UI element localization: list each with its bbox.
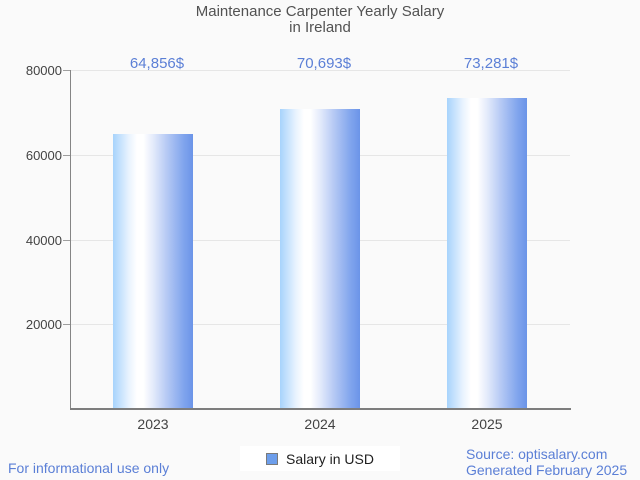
footer-source-block: Source: optisalary.com Generated Februar… — [466, 446, 627, 478]
x-axis-label: 2024 — [304, 416, 336, 432]
legend: Salary in USD — [240, 446, 400, 471]
y-axis-tick — [63, 324, 70, 325]
x-axis-label: 2023 — [137, 416, 169, 432]
legend-marker-icon — [266, 452, 279, 465]
bar-value-label: 73,281$ — [463, 55, 519, 72]
y-axis-label: 80000 — [25, 63, 62, 78]
generated-text: Generated February 2025 — [466, 462, 628, 478]
legend-label: Salary in USD — [286, 450, 374, 467]
source-text: Source: optisalary.com — [466, 446, 608, 462]
chart-title: Maintenance Carpenter Yearly Salary in I… — [0, 4, 640, 36]
y-axis-tick — [63, 155, 70, 156]
x-axis-line — [70, 408, 571, 410]
y-axis-tick — [63, 240, 70, 241]
x-axis-label: 2025 — [471, 416, 503, 432]
bar-2023 — [113, 134, 193, 409]
y-axis-label: 20000 — [25, 317, 62, 332]
disclaimer-text: For informational use only — [8, 460, 170, 476]
chart-title-line1: Maintenance Carpenter Yearly Salary — [195, 3, 445, 20]
gridline — [70, 70, 570, 71]
y-axis-label: 40000 — [25, 233, 62, 248]
y-axis-tick — [63, 70, 70, 71]
chart-title-line2: in Ireland — [289, 19, 351, 36]
bar-value-label: 70,693$ — [296, 55, 352, 72]
bar-2025 — [447, 98, 527, 409]
bar-value-label: 64,856$ — [129, 55, 185, 72]
y-axis-label: 60000 — [25, 148, 62, 163]
bar-2024 — [280, 109, 360, 409]
y-axis-line — [70, 70, 71, 410]
